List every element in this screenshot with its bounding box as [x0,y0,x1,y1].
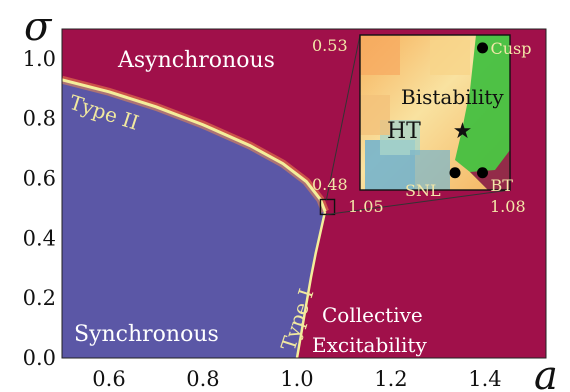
inset-star-marker: ★ [453,119,473,144]
y-axis-ticks: 0.0 0.2 0.4 0.6 0.8 1.0 [23,47,56,370]
inset-dark-corner [470,150,510,190]
x-tick-label: 1.2 [374,367,407,391]
x-axis-ticks: 0.6 0.8 1.0 1.2 1.4 [92,367,501,391]
x-tick-label: 1.4 [468,367,501,391]
y-tick-label: 1.0 [23,47,56,71]
inset-patch [360,95,390,135]
synchronous-region [62,79,326,358]
inset-patch [360,35,400,75]
inset-x-left-label: 1.05 [348,197,384,216]
inset-patch [410,150,450,190]
inset-bistability-label: Bistability [401,85,504,109]
inset-markers: Cusp SNL BT ★ [405,39,532,200]
inset-point-label: Cusp [491,39,532,58]
y-tick-label: 0.4 [23,226,56,250]
x-tick-label: 1.0 [280,367,313,391]
zoom-connector-bottom [326,189,511,215]
inset-y-bottom-label: 0.48 [312,175,348,194]
type-i-boundary [295,211,327,358]
x-tick-label: 0.8 [186,367,219,391]
inset-point-marker [477,167,488,179]
collective-label-line1: Collective [322,303,423,327]
inset-green-region [455,35,510,190]
inset-point-label: BT [491,176,514,195]
zoom-indicator [319,34,511,216]
y-tick-label: 0.0 [23,346,56,370]
y-tick-label: 0.8 [23,107,56,131]
inset-x-right-label: 1.08 [490,197,526,216]
asynchronous-label: Asynchronous [117,48,275,73]
inset-panel: 0.53 0.48 1.05 1.08 Bistability HT Cusp S… [312,34,532,216]
zoom-connector-top [325,34,361,200]
inset-point-label: SNL [405,181,441,200]
y-tick-label: 0.2 [23,286,56,310]
synchronous-label: Synchronous [74,322,219,347]
x-tick-label: 0.6 [92,367,125,391]
y-tick-label: 0.6 [23,167,56,191]
inset-y-top-label: 0.53 [312,36,348,55]
type-ii-boundary-core [62,78,327,212]
inset-point-marker [449,167,461,179]
inset-point-marker [477,42,488,54]
y-axis-title: σ [24,4,53,50]
plot-frame [61,28,547,359]
x-axis-title: a [534,353,558,392]
inset-patch [430,40,470,75]
collective-label-line2: Excitability [312,333,427,357]
inset-ht-label: HT [387,119,421,144]
inset-frame [359,34,511,191]
